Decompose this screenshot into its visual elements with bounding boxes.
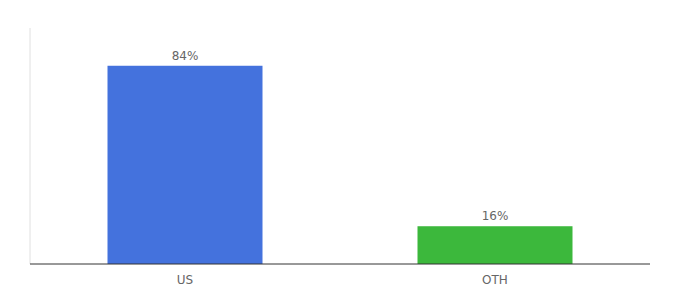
bar [418, 226, 573, 264]
bars [108, 66, 573, 264]
x-tick-label: US [177, 273, 193, 287]
x-axis-line [30, 264, 650, 265]
data-label: 16% [482, 209, 509, 223]
chart: 84% US 16% OTH [0, 0, 680, 300]
x-tick-label: OTH [482, 273, 508, 287]
value-range-line [30, 28, 31, 264]
data-label: 84% [172, 49, 199, 63]
chart-container: 84% US 16% OTH [0, 0, 680, 300]
bar [108, 66, 263, 264]
